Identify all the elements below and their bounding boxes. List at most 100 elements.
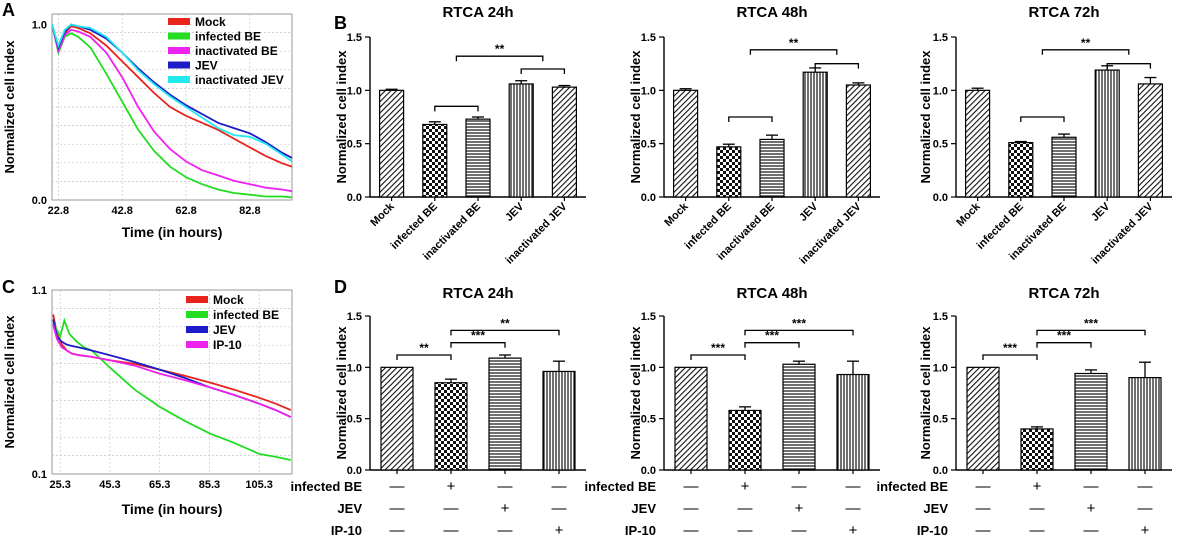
factor-symbol: + (1033, 478, 1042, 495)
factor-label: infected BE (584, 479, 656, 494)
legend-swatch (186, 311, 208, 318)
chart-d-rtca-24h: RTCA 24h 0.0 0.5 1.0 1.5 Normalized cell inde… (290, 285, 586, 539)
bar (551, 86, 578, 198)
legend-swatch (168, 61, 190, 69)
legend-label: JEV (195, 59, 218, 73)
factor-symbol: — (976, 500, 991, 517)
legend-swatch (168, 47, 190, 54)
chart-d-rtca-48h: RTCA 48h 0.0 0.5 1.0 1.5 Normalized cell inde… (584, 285, 880, 539)
bar (1128, 377, 1162, 471)
legend-label: infected BE (213, 308, 279, 322)
y-tick-label: 1.5 (641, 32, 656, 44)
chart-title: RTCA 48h (736, 285, 807, 302)
legend-swatch (186, 326, 208, 333)
factor-label: JEV (923, 501, 948, 516)
significance-label: ** (789, 36, 799, 50)
bar (1051, 136, 1077, 198)
significance-bracket (1036, 329, 1146, 336)
factor-symbol: — (444, 500, 459, 517)
factor-symbol: — (1138, 500, 1153, 517)
significance-bracket (520, 68, 566, 74)
bar (422, 123, 448, 198)
factor-symbol: — (390, 500, 405, 517)
y-tick-label: 1.0 (933, 362, 948, 374)
legend-label: inactivated JEV (195, 73, 284, 87)
factor-symbol: — (444, 522, 459, 539)
bar (672, 89, 699, 198)
bar (1008, 142, 1034, 198)
significance-bracket (455, 55, 544, 62)
category-label: JEV (503, 200, 527, 224)
legend-swatch (168, 18, 190, 25)
y-tick-label: 1.0 (347, 85, 362, 97)
legend-label: infected BE (195, 30, 261, 44)
factor-label: IP-10 (331, 523, 362, 538)
chart-b-rtca-48h: RTCA 48h 0.0 0.5 1.0 1.5 Normalized cell inde… (628, 4, 880, 267)
significance-bracket (1041, 49, 1130, 55)
factor-symbol: — (846, 478, 861, 495)
significance-label: ** (1081, 36, 1091, 50)
bar (1094, 69, 1120, 198)
series-line-inactivated-be (52, 24, 292, 193)
significance-label: *** (711, 341, 725, 355)
y-tick-label: 1.0 (641, 362, 656, 374)
significance-bracket (728, 116, 773, 122)
legend-label: IP-10 (213, 338, 242, 352)
x-axis-label: Time (in hours) (122, 501, 223, 517)
y-tick-label: 1.5 (347, 311, 362, 323)
factor-label: IP-10 (625, 523, 656, 538)
category-label: Mock (662, 200, 691, 229)
significance-bracket (690, 354, 746, 361)
bar (434, 382, 468, 471)
factor-symbol: — (738, 522, 753, 539)
factor-symbol: — (390, 478, 405, 495)
y-tick-label: 0.5 (347, 139, 362, 151)
y-tick-label: 0.0 (641, 465, 656, 477)
y-tick-label: 1.0 (641, 85, 656, 97)
significance-bracket (1036, 342, 1092, 348)
y-tick-label: 1.0 (347, 362, 362, 374)
chart-title: RTCA 72h (1028, 4, 1099, 21)
y-tick-label: 0.5 (641, 414, 656, 426)
y-axis-label: Normalized cell index (628, 326, 643, 460)
bar (802, 71, 828, 198)
significance-bracket (982, 354, 1038, 361)
y-tick-label: 0.1 (32, 469, 47, 481)
x-tick-label: 105.3 (245, 479, 273, 491)
legend-label: inactivated BE (195, 44, 278, 58)
factor-symbol: + (501, 500, 510, 517)
legend-swatch (186, 296, 208, 303)
series-line-infected-be (52, 24, 292, 199)
factor-symbol: — (792, 478, 807, 495)
bar (379, 89, 405, 198)
significance-label: *** (765, 329, 779, 343)
x-tick-label: 82.8 (239, 205, 260, 217)
x-tick-label: 62.8 (175, 205, 196, 217)
chart-b-rtca-24h: RTCA 24h 0.0 0.5 1.0 1.5 Normalized cell inde… (334, 4, 586, 267)
factor-label: infected BE (876, 479, 948, 494)
chart-c-line-plot: 25.3 45.3 65.3 85.3 105.3 0.1 1.1 Mockinfected … (2, 285, 293, 517)
significance-label: ** (495, 42, 505, 56)
bar (964, 89, 991, 198)
chart-title: RTCA 24h (442, 4, 513, 21)
factor-symbol: + (1141, 522, 1150, 539)
significance-bracket (450, 342, 506, 348)
significance-bracket (1020, 116, 1065, 122)
legend-swatch (168, 76, 190, 83)
legend-label: Mock (195, 15, 226, 29)
bar (836, 373, 870, 471)
panel-label-a: A (2, 0, 15, 20)
y-tick-label: 0.0 (933, 192, 948, 204)
bar (488, 357, 522, 471)
factor-symbol: — (976, 478, 991, 495)
category-label: JEV (797, 200, 821, 224)
panel-label-d: D (334, 277, 347, 297)
legend-swatch (186, 341, 208, 348)
x-tick-label: 22.8 (48, 205, 69, 217)
y-tick-label: 0.0 (933, 465, 948, 477)
y-tick-label: 1.5 (933, 32, 948, 44)
bar (759, 138, 785, 198)
category-label: Mock (368, 200, 397, 229)
